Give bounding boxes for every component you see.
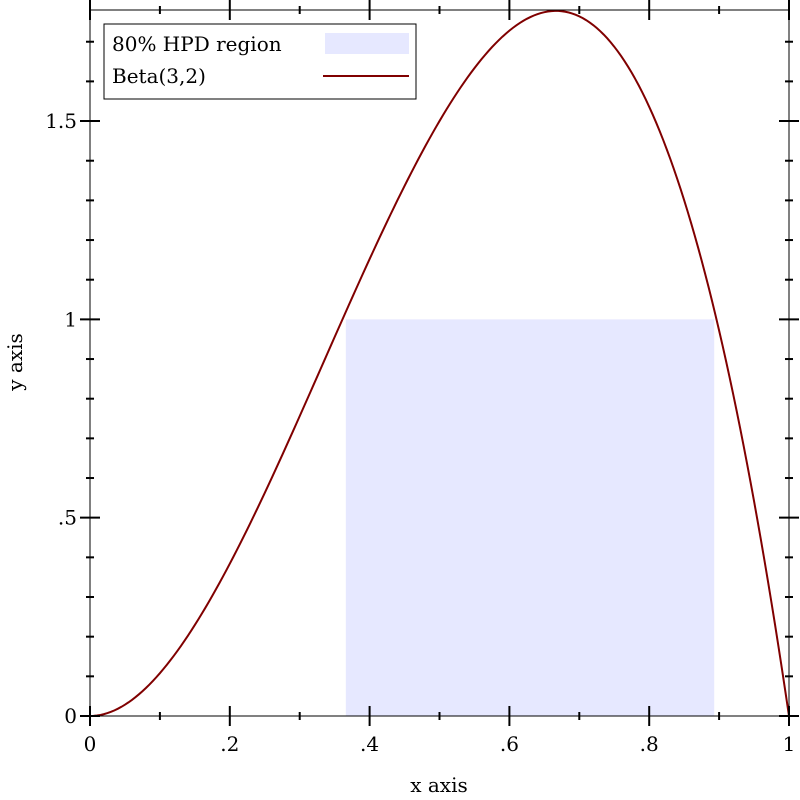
legend: 80% HPD region Beta(3,2) (103, 23, 417, 100)
plot-area (89, 9, 790, 717)
hpd-region-area (345, 319, 715, 716)
y-axis-title: y axis (3, 333, 27, 392)
y-tick-label: 0 (64, 704, 77, 728)
y-tick-label: 1.5 (45, 109, 77, 133)
x-tick-label: 0 (84, 732, 97, 756)
x-tick-label: .8 (640, 732, 659, 756)
y-tick-label: .5 (58, 506, 77, 530)
legend-label-hpd-region: 80% HPD region (112, 32, 282, 56)
legend-label-beta: Beta(3,2) (112, 64, 206, 88)
x-tick-label: .4 (360, 732, 379, 756)
x-tick-label: .6 (500, 732, 519, 756)
axes: 0 .2 .4 .6 .8 1 0 .5 1 1.5 (45, 0, 799, 756)
y-tick-label: 1 (64, 307, 77, 331)
legend-swatch-hpd-region (325, 33, 409, 54)
x-tick-label: .2 (220, 732, 239, 756)
x-tick-label: 1 (783, 732, 796, 756)
beta-density-line (89, 9, 790, 717)
x-axis-title: x axis (410, 773, 468, 797)
